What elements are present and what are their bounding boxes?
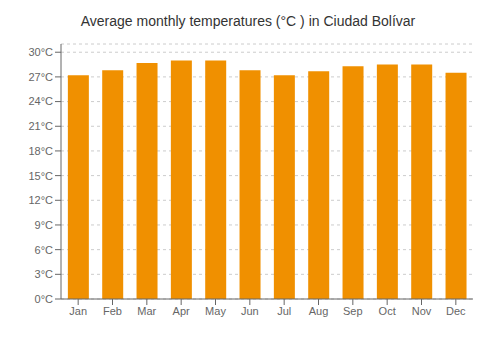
svg-text:Mar: Mar <box>137 305 156 317</box>
svg-text:Dec: Dec <box>446 305 466 317</box>
svg-text:6°C: 6°C <box>35 244 54 256</box>
svg-text:May: May <box>205 305 226 317</box>
svg-text:18°C: 18°C <box>28 145 53 157</box>
svg-text:Oct: Oct <box>379 305 396 317</box>
svg-text:0°C: 0°C <box>35 293 54 305</box>
svg-text:Jan: Jan <box>69 305 87 317</box>
svg-text:Jul: Jul <box>277 305 291 317</box>
svg-text:Jun: Jun <box>241 305 259 317</box>
svg-text:30°C: 30°C <box>28 46 53 58</box>
svg-text:9°C: 9°C <box>35 219 54 231</box>
svg-text:15°C: 15°C <box>28 170 53 182</box>
svg-text:Apr: Apr <box>173 305 190 317</box>
svg-text:Nov: Nov <box>412 305 432 317</box>
svg-text:12°C: 12°C <box>28 194 53 206</box>
svg-text:Feb: Feb <box>103 305 122 317</box>
svg-text:3°C: 3°C <box>35 268 54 280</box>
svg-text:Sep: Sep <box>343 305 363 317</box>
html-text:Average monthly temperatures (: Average monthly temperatures (°C ) in Ci… <box>80 13 416 29</box>
svg-text:24°C: 24°C <box>28 95 53 107</box>
svg-text:Aug: Aug <box>309 305 329 317</box>
svg-text:27°C: 27°C <box>28 71 53 83</box>
svg-text:21°C: 21°C <box>28 120 53 132</box>
